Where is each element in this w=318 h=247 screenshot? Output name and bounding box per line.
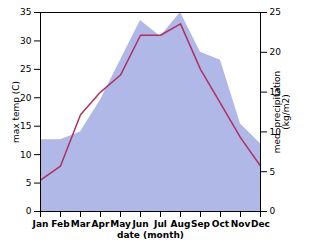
svg-text:25: 25 — [20, 64, 31, 74]
svg-text:Sep: Sep — [191, 219, 211, 229]
svg-text:25: 25 — [270, 7, 281, 17]
svg-text:Dec: Dec — [251, 219, 270, 229]
svg-text:Apr: Apr — [92, 219, 110, 229]
svg-text:5: 5 — [270, 167, 276, 177]
svg-text:date (month): date (month) — [117, 230, 184, 240]
svg-text:Jan: Jan — [32, 219, 49, 229]
svg-text:Jun: Jun — [131, 219, 148, 229]
svg-text:Mar: Mar — [71, 219, 91, 229]
svg-text:10: 10 — [20, 150, 32, 160]
svg-text:May: May — [110, 219, 131, 229]
svg-text:Jul: Jul — [153, 219, 167, 229]
svg-text:Nov: Nov — [231, 219, 251, 229]
svg-text:15: 15 — [20, 121, 31, 131]
svg-text:Aug: Aug — [171, 219, 191, 229]
svg-text:0: 0 — [270, 206, 276, 216]
svg-text:Oct: Oct — [212, 219, 230, 229]
svg-text:35: 35 — [20, 7, 31, 17]
svg-text:20: 20 — [270, 47, 282, 57]
svg-text:max temp (C): max temp (C) — [11, 81, 21, 143]
svg-text:med. precipitation(kg/m2): med. precipitation(kg/m2) — [272, 71, 291, 153]
svg-text:5: 5 — [26, 178, 32, 188]
svg-text:0: 0 — [26, 206, 32, 216]
svg-text:30: 30 — [20, 36, 32, 46]
svg-text:20: 20 — [20, 93, 32, 103]
svg-text:Feb: Feb — [51, 219, 70, 229]
